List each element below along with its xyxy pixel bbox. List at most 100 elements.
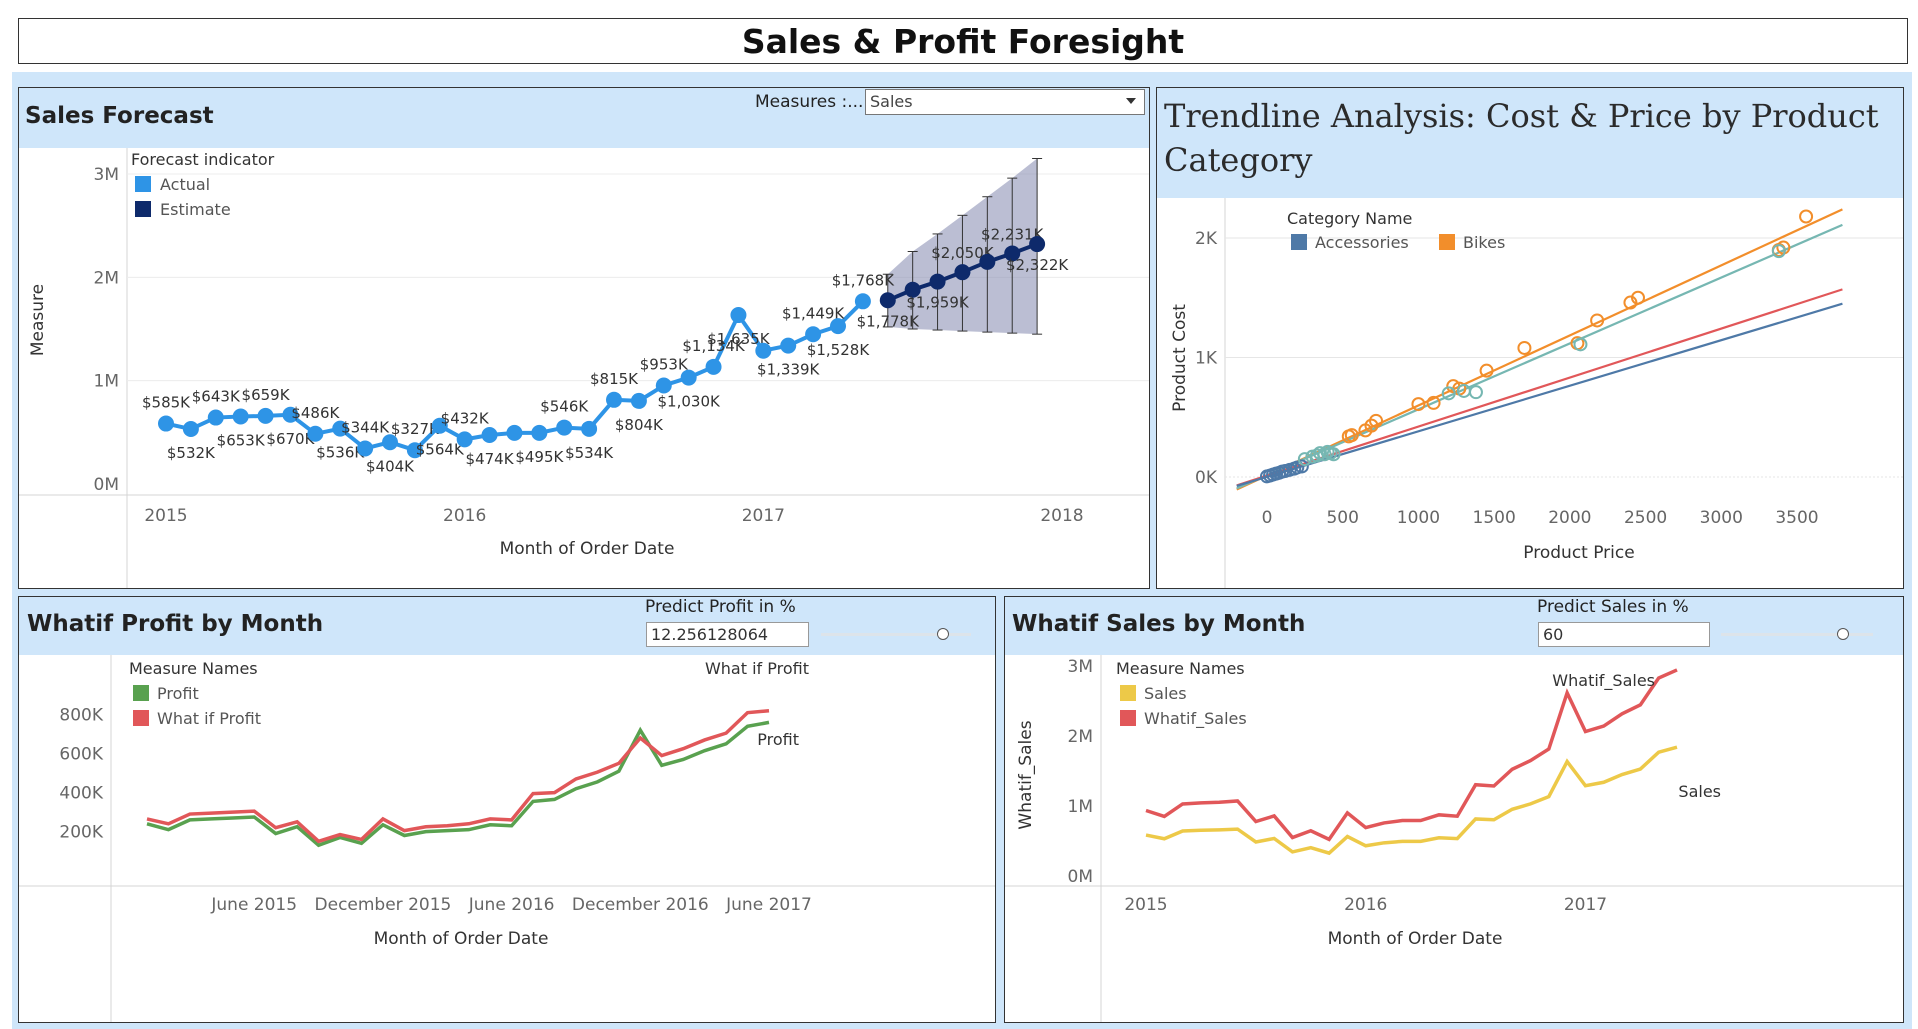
legend-label-what-if-profit: What if Profit — [157, 709, 261, 728]
data-point-clothing — [1326, 447, 1341, 462]
legend-title: Forecast indicator — [131, 150, 275, 169]
predict-profit-slider-track[interactable] — [821, 633, 971, 636]
sales-forecast-panel: Sales Forecast Measures :... Sales 0M 1M 2… — [18, 87, 1150, 589]
data-label: $344K — [341, 418, 390, 436]
trendline-clothing — [1236, 223, 1843, 490]
data-point-actual — [854, 293, 871, 310]
data-label: $1,449K — [782, 304, 845, 322]
data-label: $1,339K — [757, 361, 820, 379]
data-label: $2,050K — [931, 244, 994, 262]
y-axis-title: Product Cost — [1170, 304, 1190, 412]
data-label: $1,528K — [807, 341, 870, 359]
y-tick-label: 3M — [1068, 657, 1093, 677]
data-point-bikes — [1799, 209, 1814, 224]
trendline-chart: 0K 1K 2K 0 500 1000 1500 2000 2500 3000 3500 Produc… — [1170, 198, 1903, 588]
x-tick-label: 2016 — [1344, 895, 1387, 915]
measures-dropdown[interactable]: Sales — [865, 89, 1145, 115]
x-tick-label: 2000 — [1548, 508, 1591, 528]
trendline-title: Trendline Analysis: Cost & Price by Prod… — [1164, 97, 1879, 179]
data-point-actual — [531, 424, 548, 441]
whatif-sales-chart: 0M 1M 2M 3M 2015 2016 2017 Month of Order Date W… — [1005, 655, 1903, 1022]
data-point-estimate — [954, 264, 971, 281]
y-tick-label: 2M — [1068, 727, 1093, 747]
y-tick-label: 1M — [1068, 797, 1093, 817]
data-point-actual — [755, 342, 772, 359]
data-label: $1,778K — [857, 312, 920, 330]
data-label: $495K — [515, 448, 564, 466]
data-point-actual — [705, 358, 722, 375]
predict-sales-slider-knob[interactable] — [1837, 628, 1849, 640]
data-label: $536K — [316, 444, 365, 462]
y-tick-label: 0M — [1068, 867, 1093, 887]
x-tick-label: December 2015 — [315, 895, 452, 915]
y-tick-label: 0M — [94, 475, 119, 495]
whatif-profit-panel: Whatif Profit by Month Predict Profit in… — [18, 596, 996, 1023]
predict-profit-input[interactable]: 12.256128064 — [646, 622, 809, 647]
x-tick-label: 2017 — [1564, 895, 1607, 915]
predict-sales-input[interactable]: 60 — [1538, 622, 1710, 647]
data-point-actual — [357, 440, 374, 457]
legend-label-profit: Profit — [157, 684, 199, 703]
data-point-bikes — [1590, 313, 1605, 328]
legend-label-sales: Sales — [1144, 684, 1187, 703]
x-tick-label: December 2016 — [572, 895, 709, 915]
dashboard-title: Sales & Profit Foresight — [741, 21, 1185, 61]
data-point-clothing — [1297, 452, 1312, 467]
data-point-actual — [730, 307, 747, 324]
x-tick-label: June 2015 — [210, 895, 297, 915]
x-tick-label: 3500 — [1775, 508, 1818, 528]
data-label: $474K — [466, 450, 515, 468]
data-point-accessories — [1294, 459, 1309, 474]
trendline-accessories — [1236, 302, 1843, 488]
data-point-actual — [158, 415, 174, 432]
data-point-actual — [257, 407, 274, 424]
series-end-label-sales: Sales — [1678, 782, 1721, 801]
data-point-actual — [307, 425, 324, 442]
data-label: $432K — [441, 409, 490, 427]
legend-title: Measure Names — [129, 659, 258, 678]
data-point-actual — [382, 434, 398, 451]
x-axis-title: Product Price — [1523, 543, 1634, 563]
data-point-bikes — [1369, 413, 1384, 428]
dashboard-title-bar: Sales & Profit Foresight — [18, 18, 1908, 64]
data-point-bikes — [1364, 418, 1379, 433]
series-line-what-if-profit — [146, 708, 770, 844]
data-label: $546K — [540, 398, 589, 416]
x-tick-label: 1500 — [1473, 508, 1516, 528]
chevron-down-icon[interactable] — [1126, 98, 1136, 104]
trendline-components — [1236, 288, 1843, 487]
y-tick-label: 800K — [59, 706, 103, 726]
data-point-clothing — [1317, 447, 1332, 462]
data-point-estimate — [1004, 245, 1021, 262]
data-point-actual — [830, 318, 846, 335]
whatif-profit-title: Whatif Profit by Month — [27, 611, 324, 637]
data-label: $1,134K — [682, 337, 745, 355]
predict-sales-slider-track[interactable] — [1721, 633, 1873, 636]
legend-label-accessories: Accessories — [1315, 233, 1409, 252]
legend-swatch-actual — [135, 176, 151, 192]
predict-profit-label: Predict Profit in % — [645, 597, 796, 617]
data-point-actual — [431, 417, 448, 434]
whatif-profit-chart-area: 200K 400K 600K 800K June 2015 December 2015 Ju… — [19, 655, 995, 1022]
data-point-clothing — [1468, 385, 1483, 400]
predict-profit-slider-knob[interactable] — [937, 628, 949, 640]
legend-label-whatif-sales: Whatif_Sales — [1144, 709, 1247, 729]
y-tick-label: 3M — [94, 165, 119, 185]
trendline-bikes — [1236, 208, 1843, 491]
x-tick-label: 3000 — [1700, 508, 1743, 528]
legend-swatch-bikes — [1439, 234, 1455, 250]
legend-label-estimate: Estimate — [160, 200, 231, 219]
data-label: $815K — [590, 370, 639, 388]
x-tick-label: 0 — [1262, 508, 1273, 528]
legend-label-bikes: Bikes — [1463, 233, 1505, 252]
sales-forecast-chart: 0M 1M 2M 3M 2015 2016 2017 2018 Month of Order D… — [19, 148, 1149, 588]
x-tick-label: June 2016 — [468, 895, 555, 915]
data-point-actual — [655, 377, 672, 394]
data-point-actual — [182, 421, 199, 438]
data-point-actual — [332, 420, 349, 437]
legend-swatch-whatif-sales — [1120, 710, 1136, 726]
series-line-whatif-sales — [1145, 668, 1678, 842]
whatif-profit-chart: 200K 400K 600K 800K June 2015 December 2015 Ju… — [19, 655, 995, 1022]
data-point-estimate — [979, 253, 996, 270]
y-tick-label: 200K — [59, 823, 103, 843]
